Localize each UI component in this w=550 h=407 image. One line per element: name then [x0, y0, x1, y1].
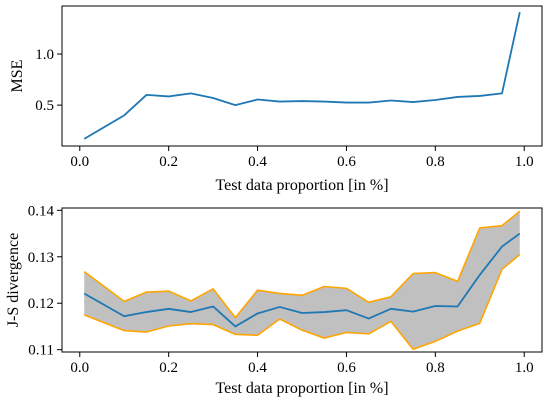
x-tick-label: 0.6 [337, 154, 356, 170]
y-tick-label: 0.14 [28, 203, 55, 219]
y-tick-label: 1.0 [35, 47, 54, 63]
x-tick-label: 0.8 [426, 360, 445, 376]
x-tick-label: 0.2 [159, 154, 178, 170]
y-tick-label: 0.11 [28, 343, 54, 359]
x-tick-label: 0.8 [426, 154, 445, 170]
x-tick-label: 0.6 [337, 360, 356, 376]
x-axis-label: Test data proportion [in %] [215, 177, 388, 194]
x-tick-label: 0.2 [159, 360, 178, 376]
mse-line [83, 11, 521, 140]
x-tick-label: 1.0 [515, 154, 534, 170]
y-tick-label: 0.12 [28, 296, 54, 312]
confidence-band [84, 211, 520, 350]
plot-frame [61, 5, 543, 147]
y-tick-label: 0.5 [35, 98, 54, 114]
upper-bound-line [83, 210, 521, 319]
x-tick-label: 0.4 [248, 154, 267, 170]
mean-line [83, 232, 521, 328]
plot-frame [61, 207, 543, 353]
x-tick-label: 1.0 [515, 360, 534, 376]
x-tick-label: 0.0 [70, 360, 89, 376]
y-axis-label: J-S divergence [5, 233, 22, 327]
y-axis-label: MSE [9, 60, 26, 93]
js-divergence-chart: 0.0 0.2 0.4 0.6 0.8 1.0 0.11 0.12 0.13 0.14 Test d… [5, 203, 543, 397]
x-axis-label: Test data proportion [in %] [215, 380, 388, 397]
x-tick-label: 0.0 [70, 154, 89, 170]
mse-chart: 0.0 0.2 0.4 0.6 0.8 1.0 0.5 1.0 Test data propor… [9, 5, 543, 194]
x-tick-label: 0.4 [248, 360, 267, 376]
y-tick-label: 0.13 [28, 250, 54, 266]
lower-bound-line [83, 253, 521, 351]
